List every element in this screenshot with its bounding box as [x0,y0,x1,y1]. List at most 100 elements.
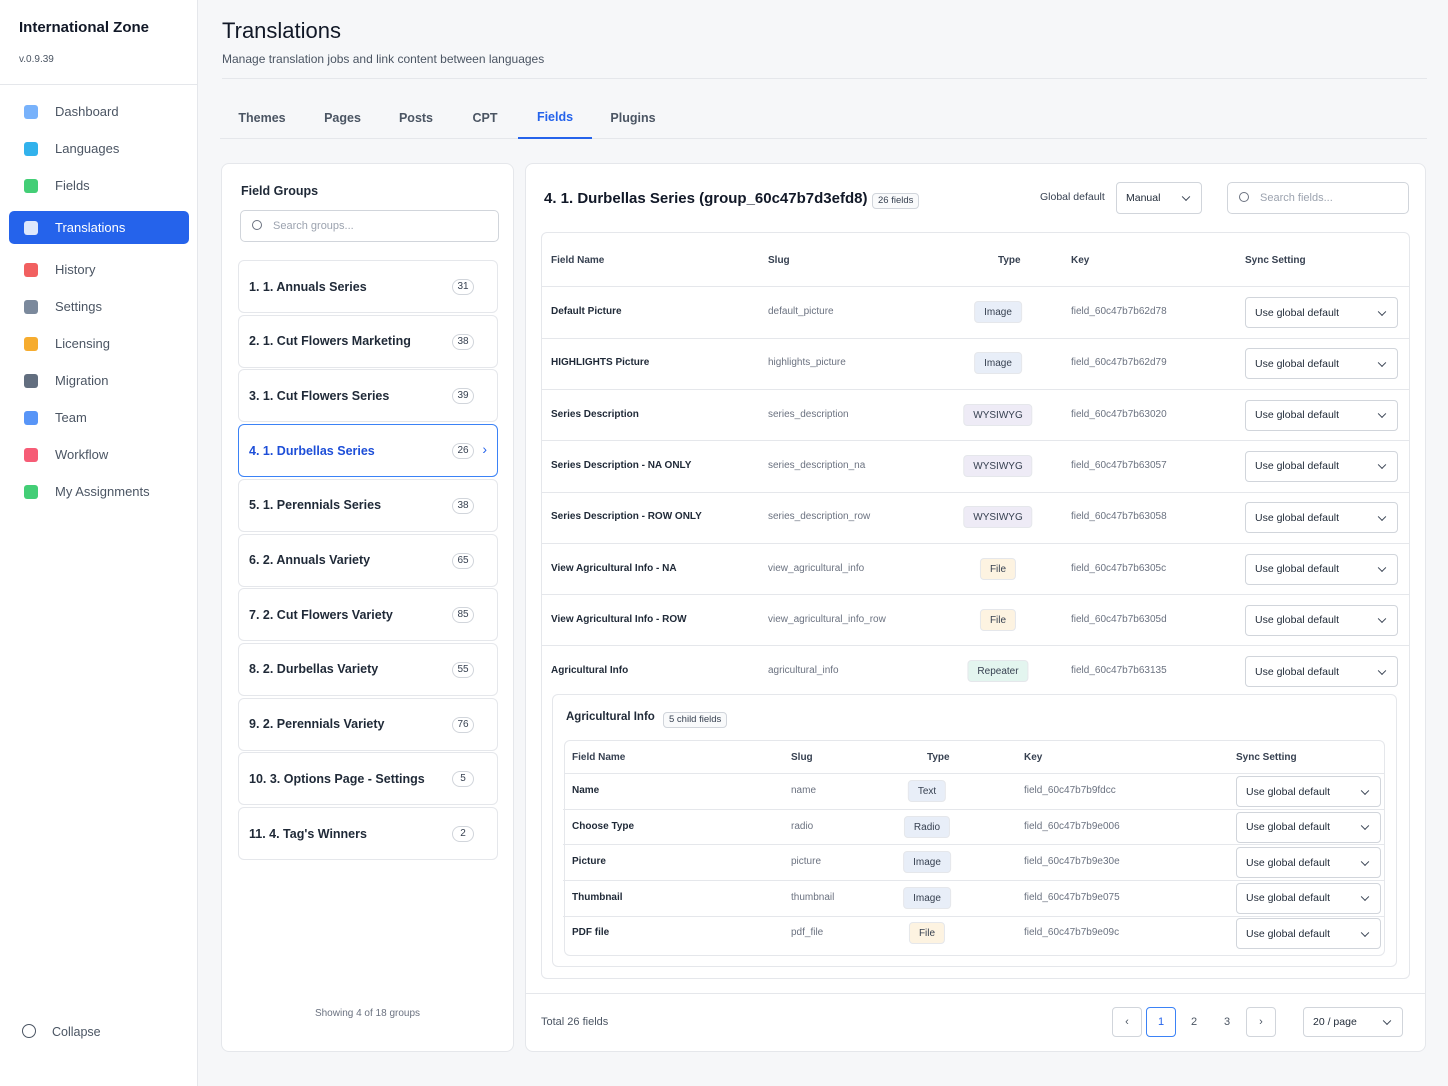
group-count: 85 [452,607,474,624]
prev-page[interactable]: ‹ [1112,1007,1142,1037]
nav-item[interactable]: Licensing [9,327,189,360]
group-item[interactable]: 4. 1. Durbellas Series 26 › [238,424,498,478]
group-item[interactable]: 6. 2. Annuals Variety 65 [238,533,498,587]
brand: International Zone [19,19,150,36]
field-name: Picture [572,856,606,868]
nav-label: Translations [55,220,126,235]
key: field_60c47b7b9e075 [1024,891,1120,903]
field-name: Thumbnail [572,891,623,903]
tab[interactable]: Plugins [610,110,656,125]
field-name: HIGHLIGHTS Picture [551,357,650,369]
sync-select[interactable]: Use global default [1236,882,1381,914]
group-item[interactable]: 3. 1. Cut Flowers Series 39 [238,369,498,423]
nav-item[interactable]: My Assignments [9,475,189,508]
slug: highlights_picture [768,357,846,369]
collapse-icon [22,1024,36,1038]
type-badge: File [979,608,1017,631]
field-search[interactable]: Search fields... [1227,182,1409,214]
group-item[interactable]: 1. 1. Annuals Series 31 [238,260,498,313]
group-name: 9. 2. Perennials Variety [249,717,385,732]
nav-item[interactable]: Languages [9,132,189,165]
group-item[interactable]: 2. 1. Cut Flowers Marketing 38 [238,314,498,368]
tab[interactable]: Themes [238,110,286,125]
tab[interactable]: Fields [518,96,592,139]
sub-title: Agricultural Info [566,711,655,723]
nav-icon [24,485,38,499]
value: Use global default [1246,785,1331,798]
row-border [542,542,1409,544]
sync-select[interactable]: Use global default [1236,918,1381,950]
key: field_60c47b7b9e006 [1024,820,1120,832]
group-item[interactable]: 11. 4. Tag's Winners 2 [238,807,498,860]
group-name: 2. 1. Cut Flowers Marketing [249,334,411,349]
value: Use global default [1255,306,1340,319]
sync-select[interactable]: Use global default [1236,847,1381,879]
sync-select[interactable]: Use global default [1245,297,1398,328]
sync-select[interactable]: Use global default [1236,811,1381,843]
row-border [563,880,1384,881]
sync-select[interactable]: Use global default [1245,399,1398,431]
column-header: Sync Setting [1245,255,1306,266]
group-name: 10. 3. Options Page - Settings [249,771,425,786]
nav-icon [24,142,38,156]
sync-select[interactable]: Use global default [1245,348,1398,380]
group-item[interactable]: 9. 2. Perennials Variety 76 [238,697,498,751]
nav-item[interactable]: History [9,253,189,286]
nav-label: Team [55,410,87,425]
sync-select[interactable]: Use global default [1236,776,1381,807]
nav-label: Settings [55,299,102,314]
group-item[interactable]: 5. 1. Perennials Series 38 [238,478,498,532]
collapse[interactable]: Collapse [52,1025,101,1039]
value: Use global default [1246,821,1331,834]
nav-item[interactable]: Migration [9,364,189,397]
group-name: 4. 1. Durbellas Series [249,443,375,458]
field-count: 26 fields [872,190,920,209]
row-border [542,491,1409,493]
global-select[interactable]: Manual [1116,182,1202,214]
nav-item[interactable]: Settings [9,290,189,323]
next-page[interactable]: › [1246,1007,1276,1037]
nav-item[interactable]: Workflow [9,438,189,471]
row-border [563,808,1384,810]
nav-item[interactable]: Dashboard [9,95,189,128]
value: Use global default [1255,511,1340,524]
column-header: Sync Setting [1236,752,1297,763]
page-button[interactable]: 2 [1179,1007,1209,1037]
sync-select[interactable]: Use global default [1245,604,1398,636]
value: Use global default [1255,357,1340,370]
tab[interactable]: CPT [472,110,498,125]
nav-icon [24,300,38,314]
row-border [542,594,1409,596]
nav-label: Migration [55,373,109,388]
divider [526,993,1425,994]
group-item[interactable]: 8. 2. Durbellas Variety 55 [238,642,498,696]
value: Manual [1126,192,1161,204]
sync-select[interactable]: Use global default [1245,450,1398,482]
sync-select[interactable]: Use global default [1245,502,1398,534]
page-size[interactable]: 20 / page [1303,1007,1403,1037]
row-border [563,844,1384,846]
nav-item[interactable]: Team [9,401,189,434]
row-border [542,440,1409,442]
total: Total 26 fields [541,1016,609,1028]
sync-select[interactable]: Use global default [1245,553,1398,585]
tab[interactable]: Pages [324,110,361,125]
page-button[interactable]: 3 [1212,1007,1242,1037]
sync-select[interactable]: Use global default [1245,656,1398,688]
group-search[interactable]: Search groups... [240,210,499,242]
value: Use global default [1255,665,1340,678]
group-count: 5 [452,771,474,788]
nav-item[interactable]: Fields [9,169,189,202]
key: field_60c47b7b63135 [1071,665,1167,677]
tab[interactable]: Posts [398,110,434,125]
field-name: Series Description [551,408,639,420]
group-item[interactable]: 10. 3. Options Page - Settings 5 [238,752,498,806]
row-border [563,915,1384,917]
key: field_60c47b7b62d79 [1071,357,1167,369]
nav-item[interactable]: Translations [9,211,189,244]
type-badge: WYSIWYG [963,403,1033,426]
page-button[interactable]: 1 [1146,1007,1176,1037]
group-count: 26 [452,443,474,460]
group-item[interactable]: 7. 2. Cut Flowers Variety 85 [238,588,498,642]
column-header: Field Name [551,255,605,266]
